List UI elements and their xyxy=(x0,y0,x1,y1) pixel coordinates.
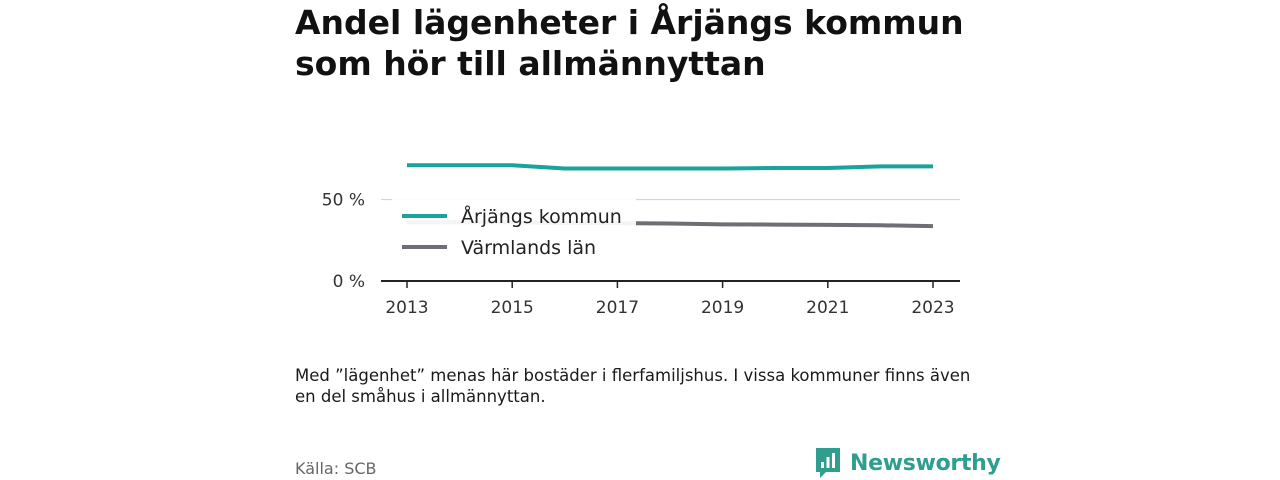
x-tick-label: 2017 xyxy=(596,298,639,318)
y-tick-label: 0 % xyxy=(333,272,365,292)
brand-logo[interactable]: Newsworthy xyxy=(814,446,1001,480)
axes: 0 % 50 % 2013 2015 2017 2019 2021 2023 xyxy=(322,191,960,318)
x-tick-label: 2021 xyxy=(806,298,849,318)
chart-footnote: Med ”lägenhet” menas här bostäder i fler… xyxy=(295,366,971,406)
y-tick-label: 50 % xyxy=(322,191,365,211)
x-tick-label: 2023 xyxy=(911,298,954,318)
legend-label: Årjängs kommun xyxy=(461,205,622,228)
x-tick-label: 2019 xyxy=(701,298,744,318)
x-tick-label: 2015 xyxy=(491,298,534,318)
bar-chart-speech-bubble-icon xyxy=(816,448,840,478)
legend-label: Värmlands län xyxy=(461,237,596,259)
brand-name: Newsworthy xyxy=(850,450,1001,476)
line-chart: 0 % 50 % 2013 2015 2017 2019 2021 2023 Årjängs … xyxy=(322,163,960,318)
legend-background xyxy=(392,198,636,262)
legend: Årjängs kommun Värmlands län xyxy=(392,198,636,262)
series-line-arjangs-kommun xyxy=(407,163,933,171)
source-label: Källa: SCB xyxy=(295,459,377,478)
x-tick-label: 2013 xyxy=(385,298,428,318)
chart-title: Andel lägenheter i Årjängs kommun som hö… xyxy=(295,3,964,83)
